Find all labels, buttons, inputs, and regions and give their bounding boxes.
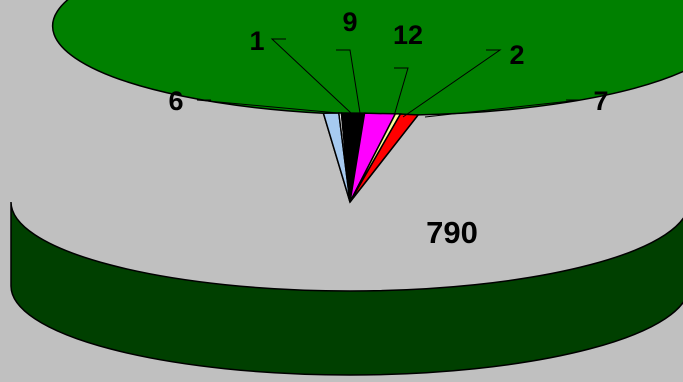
data-label-6: 6 — [168, 86, 183, 116]
leader-line-2 — [402, 49, 502, 118]
pie-slice-7 — [349, 113, 420, 203]
pie-side — [10, 201, 683, 376]
data-label-2: 2 — [509, 40, 524, 70]
leader-line-12 — [393, 67, 409, 117]
data-label-7: 7 — [593, 86, 608, 116]
leader-line-6 — [196, 99, 339, 114]
leader-line-7 — [424, 99, 581, 118]
data-labels: 790 6 1 9 12 2 7 — [168, 7, 608, 250]
leader-line-9 — [336, 49, 361, 114]
leader-lines — [196, 38, 581, 118]
data-label-1: 1 — [249, 26, 264, 56]
pie-side-face — [10, 201, 683, 376]
data-label-12: 12 — [393, 20, 423, 50]
data-label-9: 9 — [342, 7, 357, 37]
leader-line-1 — [270, 38, 352, 114]
data-label-790: 790 — [426, 215, 478, 250]
pie-slices — [51, 0, 683, 204]
pie-slice-790 — [51, 0, 683, 204]
